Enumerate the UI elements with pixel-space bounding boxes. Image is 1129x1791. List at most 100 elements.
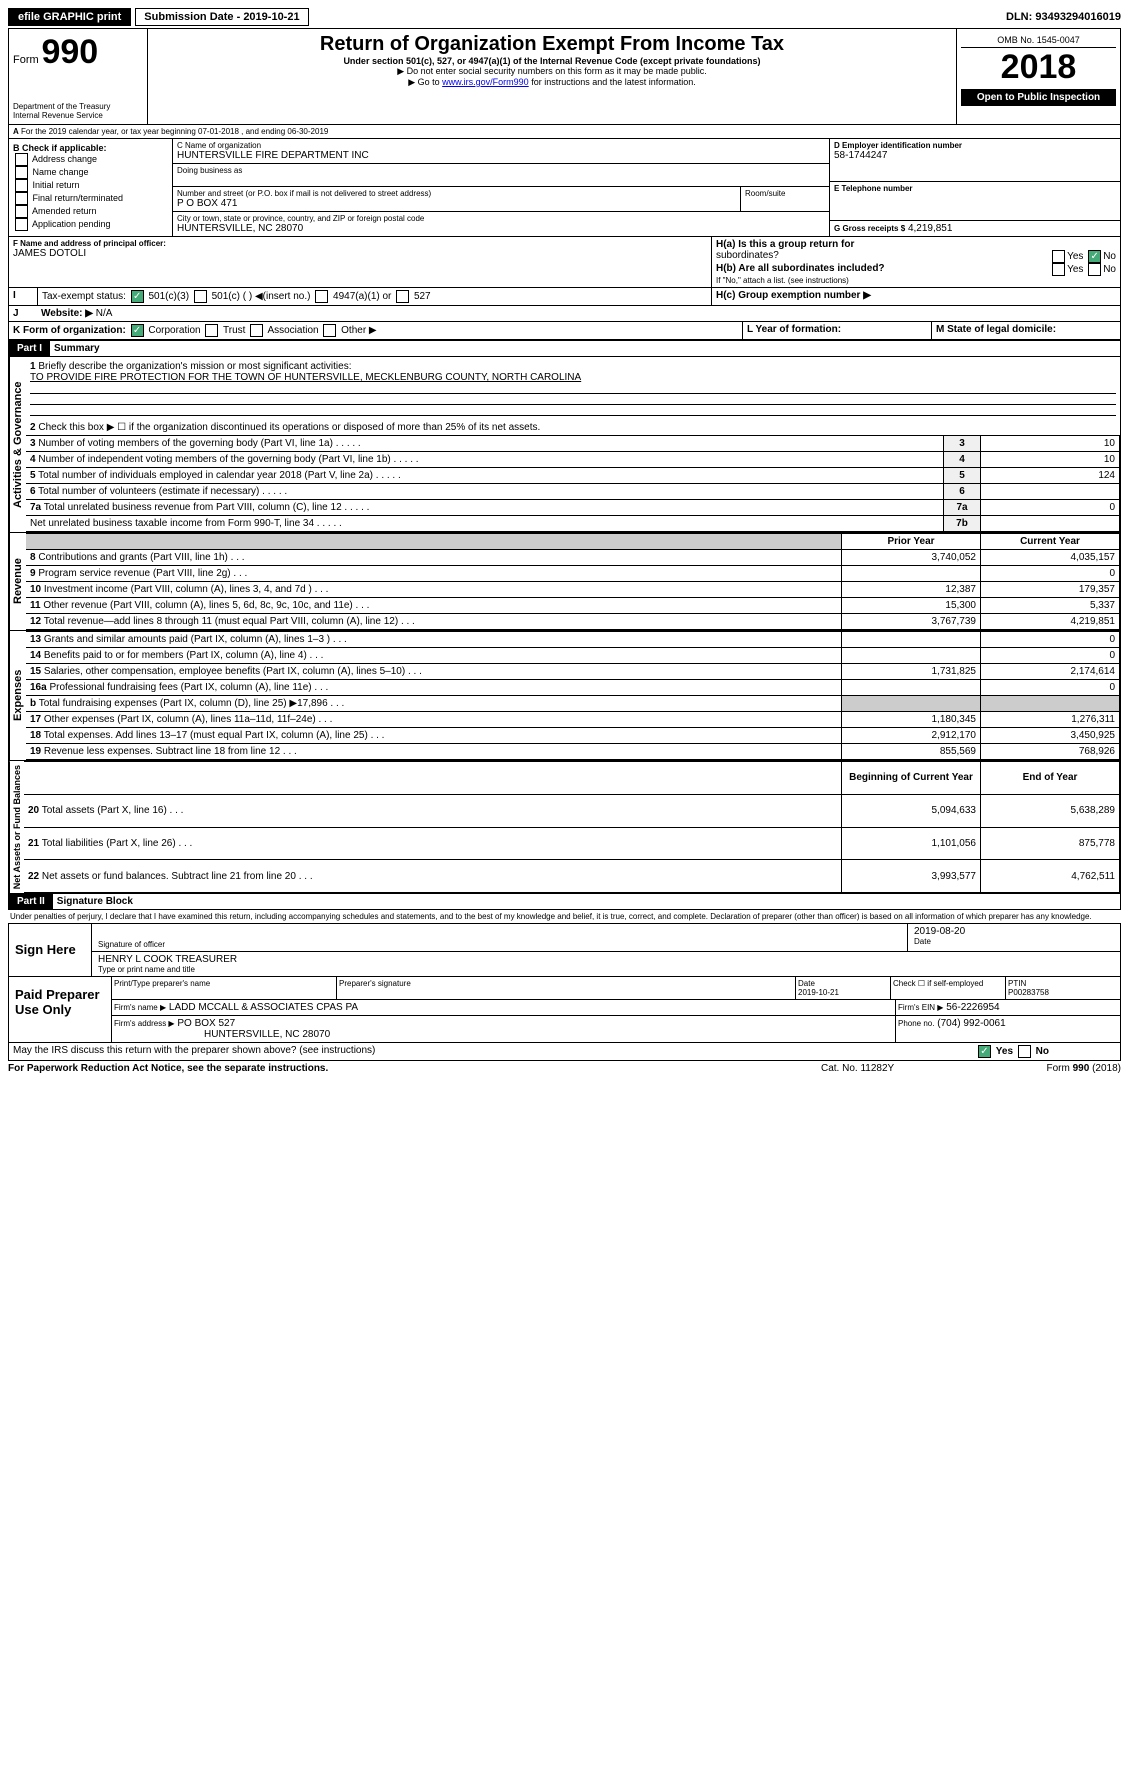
- l-label: L Year of formation:: [743, 322, 932, 339]
- discuss-yes-checkbox[interactable]: [978, 1045, 991, 1058]
- firm-name: LADD MCCALL & ASSOCIATES CPAS PA: [169, 1002, 358, 1013]
- signer-name: HENRY L COOK TREASURER: [98, 954, 1114, 965]
- firm-addr: PO BOX 527: [177, 1018, 235, 1029]
- part1-title: Summary: [50, 341, 104, 356]
- b-opt-checkbox[interactable]: [15, 153, 28, 166]
- dln: DLN: 93493294016019: [1006, 11, 1121, 23]
- ha-no-checkbox[interactable]: [1088, 250, 1101, 263]
- c-label: C Name of organization: [177, 141, 825, 150]
- form-prefix: Form: [13, 54, 39, 66]
- ein: 58-1744247: [834, 150, 1116, 161]
- exp-section-label: Expenses: [9, 631, 26, 760]
- addr-label: Number and street (or P.O. box if mail i…: [177, 189, 736, 198]
- submission-date: Submission Date - 2019-10-21: [135, 8, 308, 26]
- j-label: Website: ▶: [41, 308, 93, 319]
- address: P O BOX 471: [177, 198, 736, 209]
- d-label: D Employer identification number: [834, 141, 1116, 150]
- open-public-badge: Open to Public Inspection: [961, 89, 1116, 106]
- f-label: F Name and address of principal officer:: [13, 239, 707, 248]
- firm-city: HUNTERSVILLE, NC 28070: [204, 1029, 330, 1040]
- subtitle-1: Under section 501(c), 527, or 4947(a)(1)…: [152, 56, 952, 66]
- b-opt-checkbox[interactable]: [15, 218, 28, 231]
- subtitle-3: ▶ Go to www.irs.gov/Form990 for instruct…: [152, 77, 952, 88]
- e-label: E Telephone number: [834, 184, 1116, 193]
- city-label: City or town, state or province, country…: [177, 214, 825, 223]
- self-emp-check[interactable]: Check ☐ if self-employed: [891, 977, 1006, 999]
- perjury-text: Under penalties of perjury, I declare th…: [8, 910, 1121, 923]
- ha-sub: subordinates?: [716, 250, 779, 263]
- rev-section-label: Revenue: [9, 533, 26, 630]
- gross-receipts: 4,219,851: [908, 223, 953, 234]
- net-section-label: Net Assets or Fund Balances: [9, 761, 24, 893]
- discuss-no-checkbox[interactable]: [1018, 1045, 1031, 1058]
- entity-block: B Check if applicable: Address change Na…: [8, 139, 1121, 237]
- 4947-checkbox[interactable]: [315, 290, 328, 303]
- part2-title: Signature Block: [53, 894, 137, 909]
- other-checkbox[interactable]: [323, 324, 336, 337]
- hb-note: If "No," attach a list. (see instruction…: [716, 276, 1116, 285]
- form-title: Return of Organization Exempt From Incom…: [152, 33, 952, 56]
- dept-label: Department of the Treasury Internal Reve…: [13, 102, 143, 120]
- mission-text: TO PROVIDE FIRE PROTECTION FOR THE TOWN …: [30, 372, 581, 383]
- paid-preparer-label: Paid Preparer Use Only: [9, 977, 112, 1042]
- form-footer: Form 990 (2018): [971, 1063, 1121, 1074]
- irs-link[interactable]: www.irs.gov/Form990: [442, 77, 529, 87]
- hb-yes-checkbox[interactable]: [1052, 263, 1065, 276]
- gov-section-label: Activities & Governance: [9, 357, 26, 532]
- ha-line: H(a) Is this a group return for: [716, 239, 1116, 250]
- k-label: K Form of organization:: [13, 325, 126, 336]
- q1: Briefly describe the organization's miss…: [38, 361, 351, 372]
- ha-yes-checkbox[interactable]: [1052, 250, 1065, 263]
- room-label: Room/suite: [741, 187, 829, 211]
- sig-type-label: Type or print name and title: [98, 965, 1114, 974]
- m-label: M State of legal domicile:: [932, 322, 1120, 339]
- 501c-checkbox[interactable]: [194, 290, 207, 303]
- efile-button[interactable]: efile GRAPHIC print: [8, 8, 131, 26]
- org-name: HUNTERSVILLE FIRE DEPARTMENT INC: [177, 150, 825, 161]
- b-opt-checkbox[interactable]: [15, 166, 28, 179]
- b-opt-checkbox[interactable]: [15, 192, 28, 205]
- sig-officer-label: Signature of officer: [98, 940, 901, 949]
- subtitle-2: ▶ Do not enter social security numbers o…: [152, 66, 952, 77]
- revenue-table: Prior YearCurrent Year8 Contributions an…: [26, 533, 1120, 630]
- city: HUNTERSVILLE, NC 28070: [177, 223, 825, 234]
- j-letter: J: [9, 306, 37, 321]
- b-opt-checkbox[interactable]: [15, 205, 28, 218]
- date-label: Date: [914, 937, 1114, 946]
- paperwork-notice: For Paperwork Reduction Act Notice, see …: [8, 1063, 821, 1074]
- hb-no-checkbox[interactable]: [1088, 263, 1101, 276]
- website: N/A: [96, 308, 113, 319]
- q2: Check this box ▶ ☐ if the organization d…: [38, 422, 540, 433]
- expense-table: 13 Grants and similar amounts paid (Part…: [26, 631, 1120, 760]
- part1-header: Part I: [9, 341, 50, 356]
- b-label: B Check if applicable:: [13, 143, 168, 153]
- 501c3-checkbox[interactable]: [131, 290, 144, 303]
- discuss-question: May the IRS discuss this return with the…: [9, 1043, 972, 1060]
- 527-checkbox[interactable]: [396, 290, 409, 303]
- gov-table: 3 Number of voting members of the govern…: [26, 435, 1120, 532]
- firm-ein: 56-2226954: [946, 1002, 999, 1013]
- dba-label: Doing business as: [177, 166, 825, 175]
- sign-here-label: Sign Here: [9, 924, 92, 976]
- g-label: G Gross receipts $: [834, 224, 905, 233]
- prep-name-label: Print/Type preparer's name: [112, 977, 337, 999]
- trust-checkbox[interactable]: [205, 324, 218, 337]
- prep-date: 2019-10-21: [798, 988, 839, 997]
- prep-sig-label: Preparer's signature: [337, 977, 796, 999]
- tax-year: 2018: [961, 48, 1116, 87]
- firm-phone: (704) 992-0061: [937, 1018, 1005, 1029]
- assoc-checkbox[interactable]: [250, 324, 263, 337]
- b-opt-checkbox[interactable]: [15, 179, 28, 192]
- line-a: A For the 2019 calendar year, or tax yea…: [9, 125, 332, 138]
- ptin: P00283758: [1008, 988, 1049, 997]
- i-label: Tax-exempt status:: [42, 291, 126, 302]
- cat-no: Cat. No. 11282Y: [821, 1063, 971, 1074]
- form-number: 990: [41, 33, 98, 71]
- sig-date: 2019-08-20: [914, 926, 1114, 937]
- part2-header: Part II: [9, 894, 53, 909]
- omb-number: OMB No. 1545-0047: [961, 33, 1116, 48]
- hc-line: H(c) Group exemption number ▶: [712, 288, 1120, 305]
- corp-checkbox[interactable]: [131, 324, 144, 337]
- officer-name: JAMES DOTOLI: [13, 248, 707, 259]
- top-bar: efile GRAPHIC print Submission Date - 20…: [8, 8, 1121, 26]
